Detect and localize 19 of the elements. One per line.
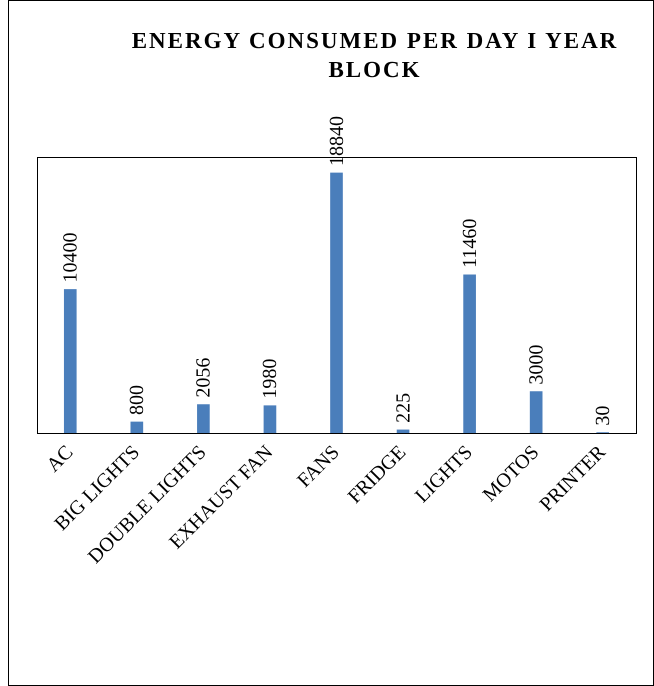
bar — [463, 274, 476, 433]
data-label: 800 — [126, 384, 148, 415]
data-label: 10400 — [60, 232, 82, 282]
bar — [197, 404, 210, 433]
data-label: 3000 — [525, 344, 548, 385]
chart-title: ENERGY CONSUMED PER DAY I YEAR BLOCK — [130, 27, 620, 84]
bar — [330, 172, 343, 433]
data-label: 2056 — [192, 358, 215, 398]
data-label: 11460 — [458, 218, 481, 268]
bar — [64, 289, 77, 433]
bar — [396, 430, 410, 433]
data-label: 30 — [592, 406, 614, 426]
data-label: 1980 — [259, 358, 282, 399]
data-label: 225 — [392, 392, 414, 423]
bar — [264, 405, 276, 433]
x-tick-label: AC — [42, 441, 78, 476]
data-label: 18840 — [326, 116, 348, 166]
bar — [130, 422, 144, 433]
bar — [530, 391, 542, 433]
